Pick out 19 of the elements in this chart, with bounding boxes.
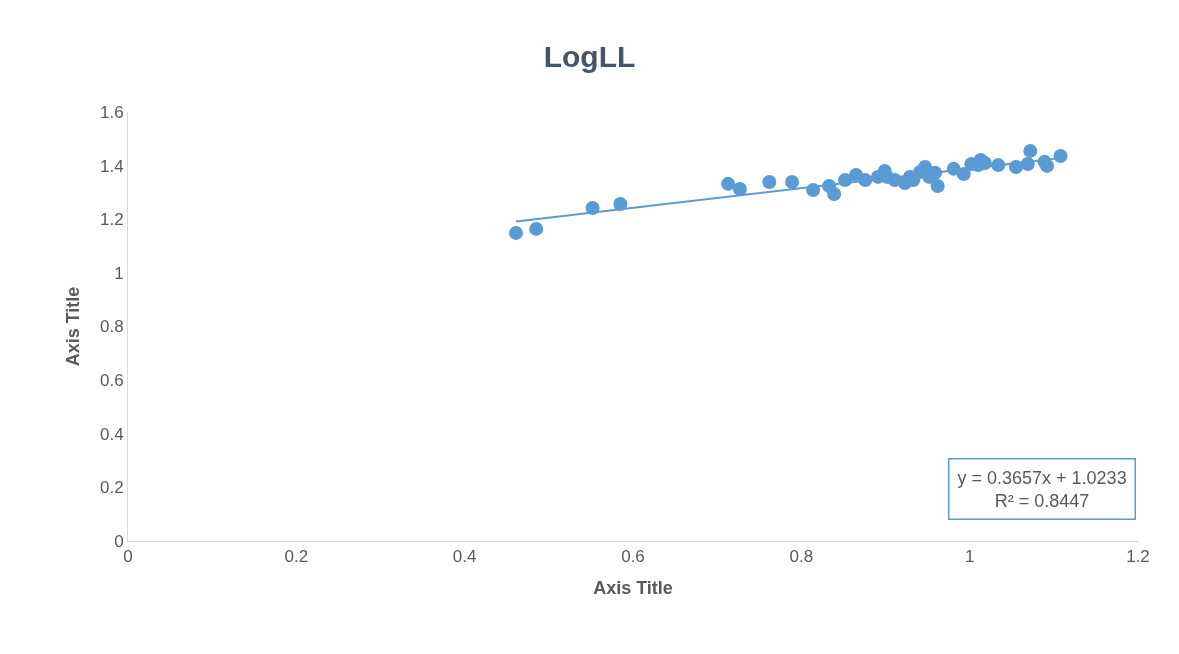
y-tick-label: 0 (114, 531, 124, 551)
y-tick-label: 0.6 (99, 371, 124, 391)
x-tick-label: 0.4 (452, 547, 477, 567)
chart-title: LogLL (543, 39, 636, 73)
y-tick-label: 1 (114, 263, 124, 283)
y-tick-label: 0.4 (99, 424, 124, 444)
y-tick-label: 0.8 (99, 317, 124, 337)
x-tick-label: 0.8 (789, 547, 814, 567)
x-tick-label: 0.6 (621, 547, 645, 567)
x-tick-label: 1.2 (1126, 547, 1150, 567)
y-tick-label: 1.6 (99, 102, 124, 122)
y-axis-title: Axis Title (63, 286, 84, 367)
x-tick-label: 1 (964, 547, 975, 567)
y-tick-label: 1.2 (99, 210, 124, 230)
annotation: y = 0.3657x + 1.0233 R² = 0.8447 (957, 467, 1127, 511)
y-tick-label: 1.4 (99, 156, 124, 176)
x-axis-title: Axis Title (593, 577, 673, 598)
x-tick-label: 0.2 (284, 547, 309, 567)
y-tick-label: 0.2 (99, 478, 124, 498)
